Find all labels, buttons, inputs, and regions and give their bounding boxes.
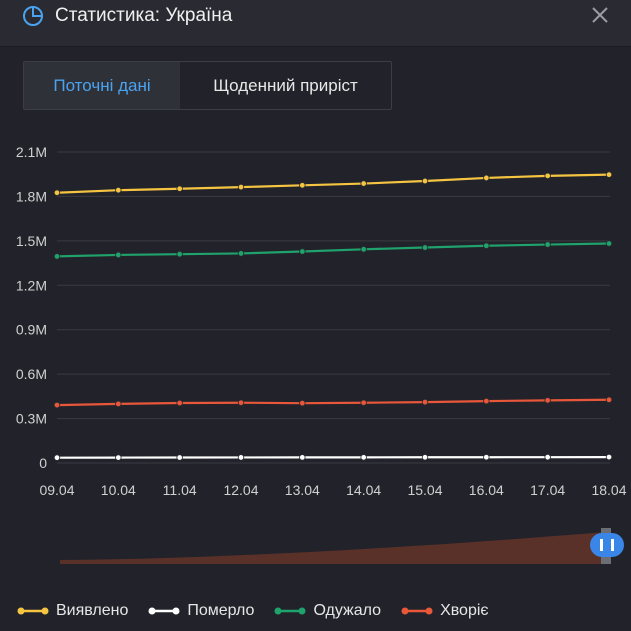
data-point-deceased [176, 454, 183, 461]
data-point-recovered [360, 246, 367, 253]
data-point-sick [53, 401, 61, 409]
legend-swatch-recovered [274, 607, 306, 615]
y-tick-label: 1.8M [16, 188, 47, 204]
y-tick-label: 0.9M [16, 322, 47, 338]
y-tick-label: 1.2M [16, 277, 47, 293]
window-header: Статистика: Україна [0, 0, 631, 47]
data-point-detected [421, 177, 429, 185]
data-point-detected [176, 185, 183, 192]
x-tick-label: 12.04 [223, 482, 258, 498]
data-point-deceased [115, 454, 122, 461]
tab-daily-growth[interactable]: Щоденний приріст [213, 76, 358, 95]
data-point-deceased [421, 454, 429, 461]
series-line-detected [56, 173, 610, 194]
x-tick-label: 13.04 [285, 482, 320, 498]
data-point-deceased [237, 454, 245, 461]
data-point-recovered [483, 242, 490, 249]
legend-label: Хворіє [440, 602, 489, 619]
data-point-deceased [360, 454, 367, 461]
legend-swatch-deceased [148, 607, 180, 615]
legend-item-sick[interactable]: Хворіє [400, 602, 489, 620]
x-tick-label: 16.04 [469, 482, 504, 498]
data-point-detected [237, 183, 245, 191]
data-point-sick [115, 400, 122, 408]
x-tick-label: 18.04 [591, 482, 626, 498]
legend-swatch-detected [17, 607, 49, 615]
data-point-detected [544, 172, 551, 180]
pause-handle-icon[interactable] [590, 533, 624, 557]
legend-label: Померло [187, 602, 255, 619]
y-tick-label: 0.3M [16, 411, 47, 427]
data-point-detected [360, 180, 367, 187]
tab-current-data[interactable]: Поточні дані [24, 62, 180, 109]
data-point-deceased [483, 454, 490, 461]
close-icon[interactable] [591, 6, 609, 24]
data-point-sick [483, 397, 490, 405]
data-point-deceased [53, 454, 61, 461]
pie-chart-icon [23, 6, 43, 26]
data-point-sick [237, 399, 245, 406]
data-point-recovered [53, 253, 61, 260]
data-point-deceased [544, 453, 551, 461]
x-tick-label: 11.04 [163, 482, 197, 498]
y-tick-label: 2.1M [16, 144, 47, 160]
window-title: Статистика: Україна [55, 5, 233, 26]
x-tick-label: 09.04 [39, 482, 74, 498]
line-chart: 0 0.3M 0.6M 0.9M 1.2M 1.5M 1.8M 2.1M 09.04 10.04 1… [16, 144, 627, 564]
legend-item-detected[interactable]: Виявлено [16, 602, 128, 620]
data-point-detected [115, 187, 122, 194]
y-tick-label: 1.5M [16, 233, 47, 249]
data-point-sick [605, 396, 613, 403]
handle-grip [611, 539, 614, 551]
y-tick-label: 0.6M [16, 366, 47, 382]
x-tick-label: 10.04 [101, 482, 136, 498]
data-point-deceased [299, 454, 306, 461]
x-tick-label: 15.04 [407, 482, 442, 498]
data-point-recovered [237, 250, 245, 257]
legend-item-recovered[interactable]: Одужало [273, 602, 381, 620]
chart-legend: Виявлено Померло Одужало Хворіє [16, 598, 508, 624]
legend-label: Одужало [313, 602, 382, 619]
legend-swatch-sick [401, 607, 433, 615]
data-point-deceased [605, 453, 613, 461]
overview-handle [590, 533, 624, 557]
data-point-sick [544, 397, 551, 404]
data-point-recovered [421, 244, 429, 251]
data-point-detected [483, 174, 490, 182]
view-tabs: Поточні дані Щоденний приріст [23, 61, 392, 110]
data-point-sick [176, 399, 183, 407]
data-point-recovered [544, 241, 551, 248]
data-point-detected [53, 189, 61, 196]
handle-grip [600, 539, 603, 551]
data-point-recovered [176, 250, 183, 258]
data-point-sick [299, 399, 306, 407]
data-point-recovered [115, 251, 122, 259]
series-line-deceased [56, 456, 610, 459]
legend-label: Виявлено [56, 602, 129, 619]
data-point-sick [360, 399, 367, 406]
data-point-detected [605, 171, 613, 178]
series-line-recovered [56, 242, 610, 258]
legend-item-deceased[interactable]: Померло [147, 602, 254, 620]
y-tick-label: 0 [39, 455, 47, 471]
data-point-recovered [605, 240, 613, 247]
data-point-sick [421, 398, 429, 406]
data-point-recovered [299, 248, 306, 255]
x-tick-label: 14.04 [346, 482, 381, 498]
overview-area [60, 532, 606, 564]
data-point-detected [299, 182, 306, 189]
series-line-sick [56, 398, 610, 407]
x-tick-label: 17.04 [530, 482, 565, 498]
